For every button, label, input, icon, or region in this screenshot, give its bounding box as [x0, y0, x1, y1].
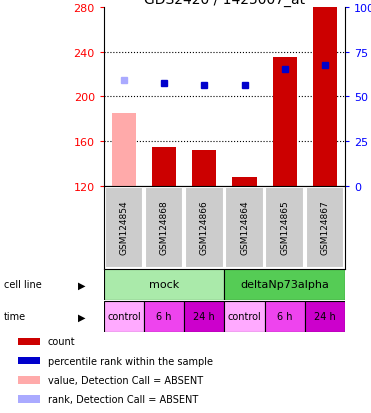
- Text: 6 h: 6 h: [277, 311, 292, 322]
- Text: GSM124865: GSM124865: [280, 200, 289, 255]
- FancyBboxPatch shape: [265, 301, 305, 332]
- Text: control: control: [107, 311, 141, 322]
- FancyBboxPatch shape: [224, 270, 345, 300]
- Bar: [152, 147, 176, 186]
- Bar: [19, 357, 40, 365]
- FancyBboxPatch shape: [306, 187, 344, 268]
- FancyBboxPatch shape: [224, 301, 265, 332]
- Text: ▶: ▶: [78, 280, 85, 290]
- FancyBboxPatch shape: [305, 301, 345, 332]
- Text: 6 h: 6 h: [157, 311, 172, 322]
- Bar: [273, 58, 297, 186]
- Text: GSM124867: GSM124867: [321, 200, 329, 255]
- Text: mock: mock: [149, 280, 179, 290]
- Text: ▶: ▶: [78, 311, 85, 322]
- Text: value, Detection Call = ABSENT: value, Detection Call = ABSENT: [48, 375, 203, 385]
- FancyBboxPatch shape: [105, 187, 143, 268]
- Bar: [19, 338, 40, 345]
- Bar: [19, 376, 40, 384]
- Text: GSM124854: GSM124854: [119, 200, 128, 255]
- FancyBboxPatch shape: [104, 270, 224, 300]
- Text: rank, Detection Call = ABSENT: rank, Detection Call = ABSENT: [48, 394, 198, 404]
- Text: GSM124866: GSM124866: [200, 200, 209, 255]
- Text: GSM124864: GSM124864: [240, 200, 249, 255]
- FancyBboxPatch shape: [104, 301, 144, 332]
- Text: time: time: [4, 311, 26, 322]
- FancyBboxPatch shape: [225, 187, 264, 268]
- Bar: [313, 8, 337, 186]
- Text: control: control: [228, 311, 262, 322]
- Text: cell line: cell line: [4, 280, 42, 290]
- Bar: [233, 177, 257, 186]
- FancyBboxPatch shape: [144, 301, 184, 332]
- Text: percentile rank within the sample: percentile rank within the sample: [48, 356, 213, 366]
- Bar: [192, 151, 216, 186]
- FancyBboxPatch shape: [266, 187, 304, 268]
- FancyBboxPatch shape: [145, 187, 184, 268]
- Text: 24 h: 24 h: [194, 311, 215, 322]
- Text: 24 h: 24 h: [314, 311, 336, 322]
- FancyBboxPatch shape: [185, 187, 224, 268]
- Title: GDS2420 / 1425007_at: GDS2420 / 1425007_at: [144, 0, 305, 7]
- Text: GSM124868: GSM124868: [160, 200, 169, 255]
- FancyBboxPatch shape: [184, 301, 224, 332]
- Text: count: count: [48, 337, 75, 347]
- Bar: [112, 114, 136, 186]
- Bar: [19, 395, 40, 403]
- Text: deltaNp73alpha: deltaNp73alpha: [240, 280, 329, 290]
